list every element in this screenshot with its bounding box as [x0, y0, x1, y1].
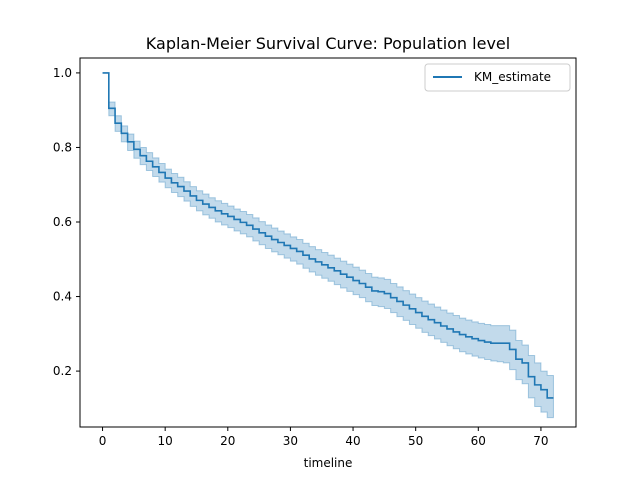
y-tick-label: 0.2	[53, 364, 72, 378]
legend: KM_estimate	[424, 63, 571, 92]
y-tick-label: 0.4	[53, 290, 72, 304]
y-tick-label: 0.6	[53, 215, 72, 229]
x-tick-label: 40	[345, 434, 360, 448]
y-tick-label: 1.0	[53, 66, 72, 80]
legend-label: KM_estimate	[474, 70, 551, 84]
confidence-band	[102, 72, 554, 419]
x-axis-label: timeline	[304, 456, 353, 470]
axes-frame	[79, 57, 577, 428]
x-tick-label: 50	[408, 434, 423, 448]
x-tick-label: 10	[158, 434, 173, 448]
y-tick-label: 0.8	[53, 140, 72, 154]
km-estimate-line	[102, 72, 554, 399]
chart-title: Kaplan-Meier Survival Curve: Population …	[146, 34, 510, 53]
x-tick-label: 60	[471, 434, 486, 448]
x-tick-label: 30	[283, 434, 298, 448]
plot-layer	[102, 72, 554, 419]
x-tick-label: 20	[220, 434, 235, 448]
x-tick-label: 70	[533, 434, 548, 448]
legend-box	[424, 63, 571, 92]
x-tick-label: 0	[99, 434, 107, 448]
ticks-layer: 0 10 20 30 40 50 60 70 0.2 0.4 0.6 0.8 1.0	[53, 66, 549, 448]
